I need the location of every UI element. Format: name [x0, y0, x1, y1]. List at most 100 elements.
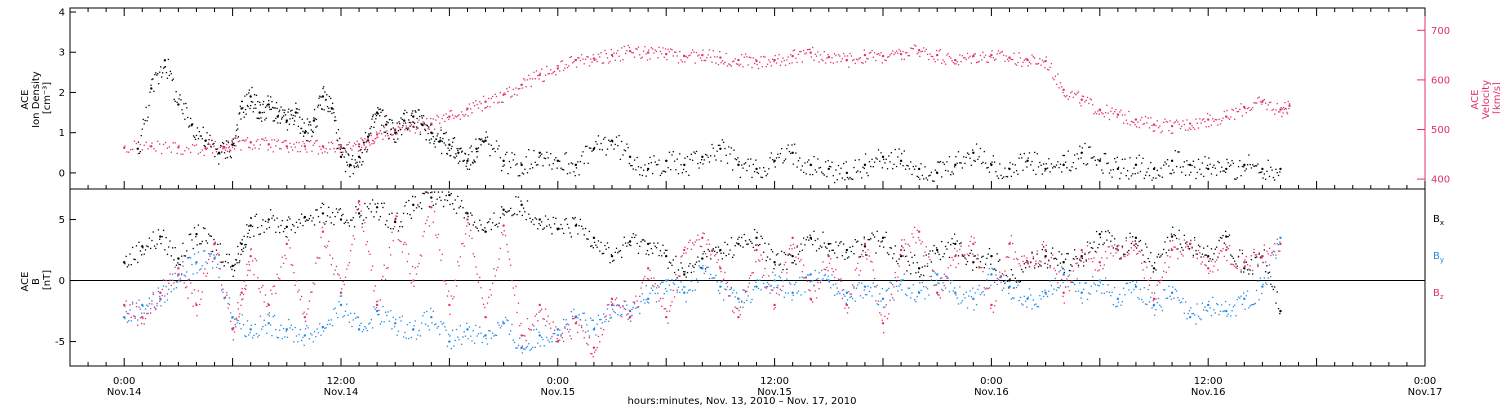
bx-dot — [387, 226, 389, 228]
density-dot — [198, 131, 201, 133]
bx-dot — [169, 240, 171, 242]
density-dot — [759, 167, 761, 169]
bx-point — [249, 224, 252, 227]
bx-dot — [517, 196, 520, 198]
bz-dot — [895, 280, 898, 282]
density-dot — [1083, 163, 1085, 165]
bx-dot — [357, 208, 360, 210]
velocity-dot — [978, 60, 980, 63]
bz-dot — [640, 287, 642, 289]
bx-dot — [693, 266, 695, 269]
velocity-dot — [1257, 97, 1259, 99]
bx-dot — [796, 246, 798, 248]
velocity-dot — [960, 60, 962, 63]
bz-dot — [417, 265, 419, 268]
bx-dot — [140, 254, 143, 256]
density-dot — [883, 158, 885, 161]
by-dot — [1257, 280, 1259, 282]
density-dot — [675, 169, 677, 171]
bz-dot — [533, 325, 535, 327]
velocity-dot — [784, 64, 787, 67]
bx-dot — [872, 234, 874, 236]
bx-dot — [703, 250, 705, 253]
density-dot — [375, 118, 377, 120]
bz-dot — [250, 248, 252, 250]
density-dot — [671, 154, 673, 156]
bx-dot — [1221, 237, 1223, 239]
by-dot — [239, 322, 241, 325]
bx-dot — [220, 261, 223, 264]
density-dot — [238, 113, 240, 115]
bx-dot — [808, 239, 810, 241]
by-dot — [162, 285, 165, 287]
by-dot — [996, 283, 998, 286]
velocity-dot — [178, 144, 180, 147]
bx-dot — [864, 254, 867, 256]
bx-dot — [1024, 267, 1027, 269]
density-dot — [367, 140, 369, 142]
bx-dot — [386, 220, 388, 222]
bx-dot — [1006, 280, 1009, 282]
bz-dot — [943, 284, 945, 287]
density-dot — [359, 161, 361, 163]
velocity-dot — [968, 57, 970, 59]
bz-dot — [756, 243, 758, 246]
bz-dot — [881, 319, 884, 321]
bx-dot — [735, 242, 738, 244]
by-dot — [268, 315, 271, 317]
by-dot — [935, 279, 938, 282]
density-dot — [277, 114, 280, 117]
density-dot — [769, 157, 771, 159]
by-dot — [494, 334, 496, 336]
by-dot — [1044, 289, 1046, 291]
density-dot — [1093, 155, 1095, 158]
by-dot — [321, 327, 323, 329]
density-dot — [583, 162, 585, 165]
bx-dot — [1276, 291, 1278, 293]
density-dot — [570, 162, 573, 164]
velocity-dot — [996, 53, 998, 55]
velocity-dot — [526, 79, 529, 81]
bz-dot — [556, 338, 558, 340]
velocity-dot — [1270, 101, 1272, 103]
bx-dot — [624, 242, 627, 244]
bx-dot — [720, 252, 722, 254]
density-dot — [1126, 170, 1129, 172]
density-point — [990, 163, 993, 167]
bx-dot — [1264, 271, 1267, 273]
bz-dot — [1052, 254, 1054, 256]
bz-dot — [759, 260, 761, 262]
density-dot — [1186, 160, 1188, 162]
velocity-dot — [126, 151, 128, 153]
bz-dot — [722, 278, 725, 280]
bz-dot — [808, 289, 810, 291]
bz-dot — [617, 304, 619, 306]
bx-dot — [715, 246, 717, 249]
density-dot — [839, 173, 841, 175]
density-dot — [699, 162, 702, 164]
by-dot — [858, 281, 860, 284]
density-dot — [592, 149, 594, 151]
bz-dot — [171, 273, 174, 275]
bz-dot — [237, 308, 240, 310]
density-dot — [1224, 171, 1227, 174]
by-dot — [833, 294, 836, 296]
bx-dot — [913, 254, 916, 256]
by-dot — [844, 295, 846, 297]
bx-dot — [681, 267, 683, 269]
by-dot — [1152, 305, 1155, 307]
bz-dot — [369, 253, 371, 255]
bx-dot — [871, 232, 873, 234]
bx-dot — [790, 254, 792, 256]
bx-dot — [320, 206, 322, 209]
bx-dot — [491, 222, 494, 224]
by-dot — [1039, 295, 1041, 297]
bz-dot — [925, 246, 927, 248]
bx-dot — [503, 214, 505, 216]
density-dot — [330, 97, 332, 100]
velocity-dot — [521, 87, 523, 89]
bx-dot — [938, 253, 940, 256]
by-dot — [152, 292, 154, 294]
bx-dot — [204, 227, 206, 230]
